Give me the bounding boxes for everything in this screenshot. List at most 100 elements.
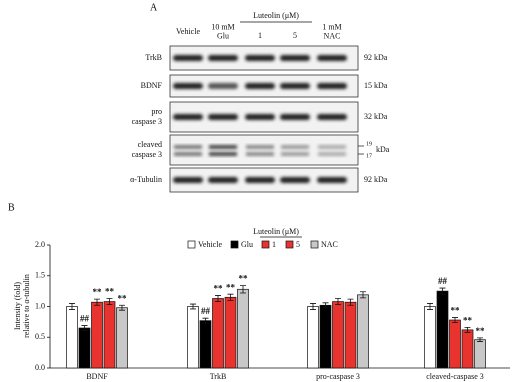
- error-bar: [439, 287, 446, 295]
- bar: [319, 304, 332, 369]
- error-bar: [69, 303, 75, 310]
- band: [246, 152, 274, 156]
- y-tick-label: 1.5: [35, 271, 45, 280]
- legend-label: NAC: [321, 240, 338, 249]
- row-label: caspase 3: [132, 117, 162, 126]
- x-tick-label: cleaved-caspase 3: [426, 372, 484, 381]
- band: [317, 177, 347, 183]
- bar: [103, 301, 116, 369]
- significance-label: **: [214, 283, 224, 293]
- band: [173, 83, 203, 89]
- band: [208, 177, 238, 183]
- legend-title: Luteolin (μM): [253, 227, 299, 236]
- bar: [344, 301, 357, 369]
- significance-label: **: [226, 282, 236, 292]
- row-label: α-Tubulin: [130, 175, 162, 184]
- significance-label: **: [463, 315, 473, 325]
- significance-label: **: [105, 287, 115, 297]
- size-label: 17: [366, 153, 372, 159]
- size-label: kDa: [376, 145, 390, 154]
- error-bar: [322, 302, 329, 309]
- band: [318, 145, 346, 149]
- bar: [474, 339, 486, 369]
- band: [174, 152, 202, 156]
- y-tick-label: 1.0: [35, 301, 45, 310]
- bar: [212, 298, 224, 369]
- y-tick-label: 0.0: [35, 363, 45, 372]
- error-bar: [240, 285, 246, 294]
- legend-swatch: [310, 240, 319, 249]
- panel-label: B: [8, 202, 15, 213]
- column-label: NAC: [324, 31, 341, 40]
- error-bar: [190, 303, 196, 310]
- x-tick-label: pro-caspase 3: [316, 372, 360, 381]
- column-label: 5: [293, 31, 297, 40]
- x-tick-label: TrkB: [210, 372, 227, 381]
- band: [280, 177, 310, 183]
- column-label: 1 mM: [322, 22, 341, 31]
- error-bar: [119, 304, 125, 311]
- significance-label: ##: [80, 314, 90, 324]
- error-bar: [310, 303, 316, 310]
- column-label: 10 mM: [211, 22, 234, 31]
- row-label: cleaved: [138, 140, 162, 149]
- bar: [307, 306, 319, 369]
- band: [317, 83, 347, 89]
- bar: [66, 306, 78, 369]
- error-bar: [477, 337, 483, 342]
- band: [280, 83, 310, 89]
- row-label: caspase 3: [132, 150, 162, 159]
- legend-swatch: [261, 240, 270, 249]
- bar: [436, 290, 449, 369]
- row-label: TrkB: [145, 53, 162, 62]
- y-tick-label: 0.5: [35, 332, 45, 341]
- error-bar: [81, 325, 88, 331]
- band: [245, 55, 275, 61]
- error-bar: [452, 317, 458, 323]
- legend-label: Vehicle: [198, 240, 222, 249]
- error-bar: [427, 303, 433, 310]
- error-bar: [335, 298, 341, 306]
- legend-label: 5: [296, 240, 300, 249]
- band: [174, 145, 202, 149]
- band: [317, 114, 347, 120]
- y-axis-label: relative to α-tubulin: [22, 274, 31, 338]
- y-axis-label: Intensity (fold): [13, 282, 22, 331]
- significance-label: **: [476, 326, 486, 336]
- significance-label: ##: [201, 306, 211, 316]
- blot-frame: [169, 134, 359, 166]
- bar: [91, 301, 103, 369]
- band: [209, 145, 237, 149]
- band: [208, 114, 238, 120]
- band: [317, 55, 347, 61]
- bar: [332, 301, 344, 369]
- band: [318, 152, 346, 156]
- significance-label: **: [93, 287, 103, 297]
- error-bar: [215, 295, 221, 302]
- x-tick-label: BDNF: [86, 372, 108, 381]
- size-label: 15 kDa: [364, 81, 388, 90]
- band: [208, 55, 238, 61]
- bar: [116, 307, 128, 369]
- error-bar: [227, 293, 234, 301]
- error-bar: [347, 298, 354, 306]
- y-tick-label: 2.0: [35, 240, 45, 249]
- column-label: 1: [258, 31, 262, 40]
- column-label: Vehicle: [176, 27, 200, 36]
- band: [173, 114, 203, 120]
- band: [173, 177, 203, 183]
- error-bar: [360, 291, 366, 299]
- error-bar: [94, 298, 100, 306]
- bar: [199, 320, 212, 369]
- band: [245, 83, 275, 89]
- error-bar: [202, 317, 209, 324]
- bar: [78, 327, 91, 369]
- band: [246, 145, 274, 149]
- band: [245, 114, 275, 120]
- significance-label: ##: [438, 276, 448, 286]
- bar: [187, 306, 199, 369]
- band: [209, 152, 237, 156]
- panel-label: A: [150, 2, 158, 13]
- legend-label: 1: [272, 240, 276, 249]
